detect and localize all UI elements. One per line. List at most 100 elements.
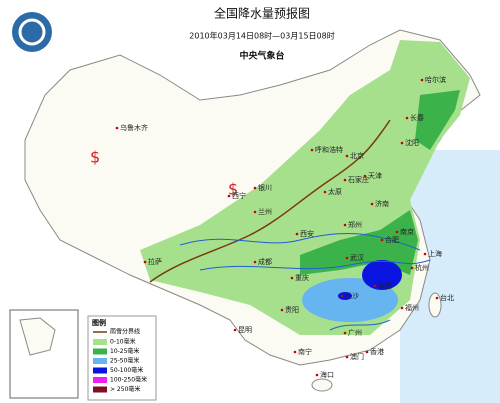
city-label: 武汉 <box>350 253 364 262</box>
city-label: 昆明 <box>238 326 252 334</box>
city-label: 南宁 <box>298 347 312 356</box>
taiwan <box>428 292 442 318</box>
city-dot <box>435 296 439 300</box>
city-label: 银川 <box>258 183 272 192</box>
city-label: 石家庄 <box>348 175 369 184</box>
city-label: 西宁 <box>232 191 246 200</box>
city-dot <box>395 230 399 234</box>
city-dot <box>370 202 374 206</box>
city-label: 香港 <box>370 347 384 356</box>
snow-symbol: $ <box>90 148 100 167</box>
city-label: 台北 <box>440 293 454 302</box>
subtitle: 2010年03月14日08时—03月15日08时 <box>189 31 334 41</box>
rain-10-25-ne <box>415 90 460 150</box>
city-label: 澳门 <box>350 352 364 361</box>
legend-label: 雨雪分界线 <box>110 328 140 336</box>
city-label: 长春 <box>410 113 424 122</box>
city-label: 长沙 <box>345 291 359 300</box>
city-label: 海口 <box>320 370 334 379</box>
inset-map <box>19 317 56 356</box>
city-dot <box>365 350 369 354</box>
legend-swatch <box>93 377 107 383</box>
city-dot <box>295 232 299 236</box>
legend-swatch <box>93 348 107 355</box>
city-dot <box>343 331 347 335</box>
city-dot <box>420 78 424 82</box>
legend-label: 100-250毫米 <box>110 376 147 384</box>
city-dot <box>253 186 257 190</box>
city-label: 南京 <box>400 227 414 236</box>
legend-swatch <box>93 386 107 393</box>
city-dot <box>233 328 237 332</box>
logo-mark <box>18 18 46 46</box>
city-label: 乌鲁木齐 <box>120 123 148 132</box>
city-label: 兰州 <box>258 207 272 216</box>
legend-label: 10-25毫米 <box>110 347 139 355</box>
city-label: 广州 <box>348 328 362 337</box>
city-dot <box>315 373 319 377</box>
city-label: 哈尔滨 <box>425 75 446 84</box>
city-label: 拉萨 <box>148 257 162 266</box>
city-dot <box>423 252 427 256</box>
title: 全国降水量预报图 <box>214 6 310 21</box>
city-dot <box>345 154 349 158</box>
city-label: 呼和浩特 <box>315 145 343 154</box>
city-dot <box>253 210 257 214</box>
city-label: 西安 <box>300 229 314 238</box>
city-label: 南昌 <box>378 281 392 290</box>
city-dot <box>410 266 414 270</box>
city-dot <box>345 256 349 260</box>
agency: 中央气象台 <box>239 50 284 62</box>
city-dot <box>323 190 327 194</box>
city-dot <box>405 116 409 120</box>
city-dot <box>227 194 231 198</box>
city-label: 北京 <box>350 151 364 160</box>
city-label: 成都 <box>258 257 272 266</box>
city-label: 杭州 <box>415 263 429 272</box>
city-label: 福州 <box>405 303 419 312</box>
legend-label: 25-50毫米 <box>110 357 139 365</box>
hainan <box>311 378 333 392</box>
city-dot <box>363 174 367 178</box>
city-label: 重庆 <box>295 273 309 282</box>
logo <box>12 12 52 52</box>
city-dot <box>345 355 349 359</box>
city-dot <box>400 141 404 145</box>
city-dot <box>253 260 257 264</box>
rain-50-100 <box>362 260 402 290</box>
city-dot <box>343 223 347 227</box>
city-label: 沈阳 <box>405 138 419 147</box>
rain-10-25 <box>300 210 418 275</box>
city-dot <box>290 276 294 280</box>
city-label: 天津 <box>368 172 382 180</box>
city-dot <box>343 178 347 182</box>
rain-snow-line <box>149 119 391 283</box>
snow-symbol: $ <box>228 180 238 199</box>
city-dot <box>310 148 314 152</box>
city-dot <box>400 306 404 310</box>
city-label: 太原 <box>328 187 342 196</box>
legend-label: > 250毫米 <box>110 385 140 393</box>
legend-label: 0-10毫米 <box>110 338 136 346</box>
city-label: 济南 <box>375 199 389 208</box>
legend-swatch <box>93 367 107 374</box>
city-label: 合肥 <box>385 235 399 244</box>
city-dot <box>280 308 284 312</box>
legend-swatch <box>93 339 107 345</box>
city-dot <box>293 350 297 354</box>
city-dot <box>115 126 119 130</box>
legend-title: 图例 <box>92 318 106 327</box>
city-label: 郑州 <box>348 221 362 229</box>
city-dot <box>373 284 377 288</box>
city-label: 贵阳 <box>285 305 299 314</box>
legend-label: 50-100毫米 <box>110 366 143 374</box>
river <box>179 232 431 331</box>
city-dot <box>143 260 147 264</box>
city-label: 上海 <box>428 249 442 258</box>
rain-25-50 <box>302 278 398 322</box>
legend-swatch <box>93 358 107 364</box>
